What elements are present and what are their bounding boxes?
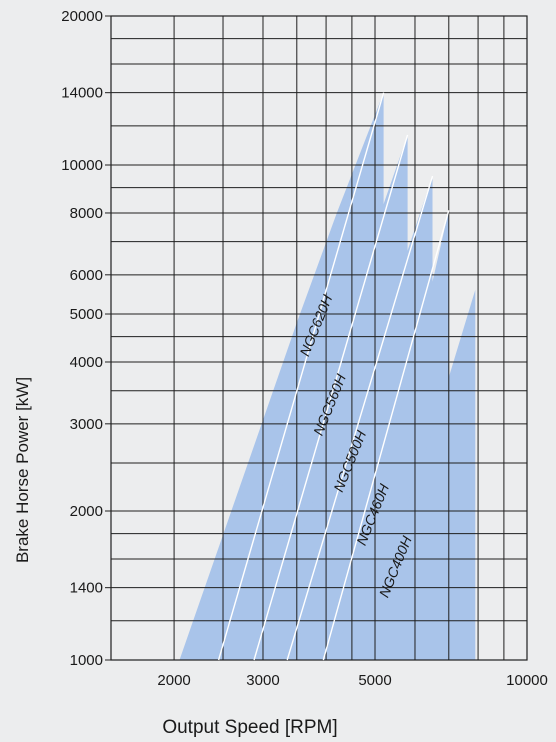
y-tick-label: 6000 [70,267,103,284]
x-tick-label: 2000 [157,672,190,689]
y-tick-label: 20000 [61,8,103,25]
y-tick-label: 10000 [61,157,103,174]
divider-ngc460h [322,210,450,661]
y-tick-label: 1000 [70,652,103,669]
y-tick-label: 5000 [70,306,103,323]
grid-layer [105,15,528,661]
band-dividers [217,92,450,661]
band-ngc400h [323,289,476,660]
x-tick-label: 10000 [506,672,548,689]
divider-ngc500h [286,175,434,661]
divider-ngc560h [253,134,409,661]
y-tick-label: 4000 [70,354,103,371]
y-tick-label: 3000 [70,416,103,433]
y-tick-label: 2000 [70,503,103,520]
tick-labels: 1000 1400 2000 3000 4000 5000 6000 8000 10000 140… [61,8,548,689]
y-tick-label: 1400 [70,580,103,597]
y-tick-label: 14000 [61,85,103,102]
y-axis-title: Brake Horse Power [kW] [13,377,32,563]
x-tick-label: 3000 [246,672,279,689]
plot-frame [110,15,528,661]
x-tick-label: 5000 [358,672,391,689]
divider-ngc620h [217,92,385,661]
y-tick-label: 8000 [70,205,103,222]
x-axis-title: Output Speed [RPM] [162,717,337,738]
